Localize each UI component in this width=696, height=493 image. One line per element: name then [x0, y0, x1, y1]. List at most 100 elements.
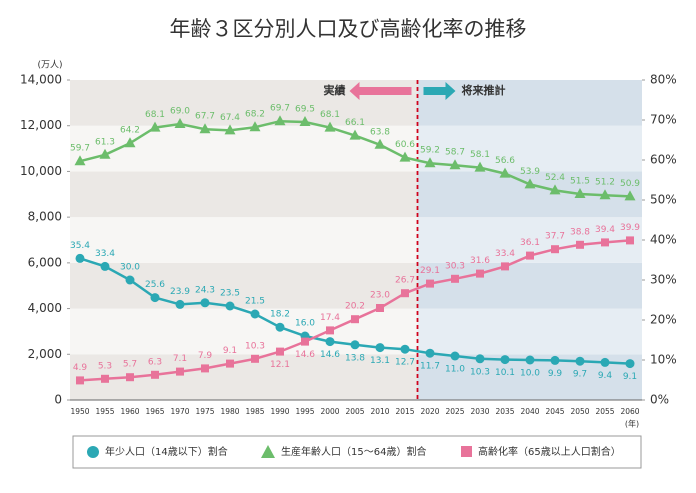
value-label: 25.6 [145, 280, 165, 290]
point [526, 251, 534, 260]
band [417, 80, 642, 126]
x-tick-label: 1970 [170, 407, 189, 416]
x-tick-label: 2050 [570, 407, 589, 416]
value-label: 18.2 [270, 310, 290, 320]
value-label: 69.7 [270, 104, 290, 114]
band [70, 80, 418, 126]
point [500, 355, 510, 365]
band [70, 125, 418, 172]
point [524, 178, 536, 189]
point [426, 279, 434, 288]
point [150, 293, 160, 303]
point [325, 337, 335, 347]
x-tick-label: 1955 [95, 407, 114, 416]
point [99, 148, 111, 159]
legend-label: 高齢化率（65歳以上人口割合） [478, 445, 621, 458]
value-label: 9.4 [598, 371, 613, 381]
point [474, 161, 486, 172]
value-label: 58.7 [445, 148, 465, 158]
x-tick-label: 1990 [270, 407, 289, 416]
legend-marker [261, 445, 275, 458]
value-label: 30.3 [445, 261, 465, 271]
value-label: 61.3 [95, 137, 115, 147]
value-label: 5.3 [98, 361, 112, 371]
point [74, 155, 86, 166]
value-label: 23.5 [220, 289, 240, 299]
x-tick-label: 2030 [470, 407, 489, 416]
y-tick-label: 14,000 [20, 73, 62, 87]
value-label: 9.7 [573, 370, 587, 380]
point [451, 274, 459, 283]
x-tick-label: 1975 [195, 407, 214, 416]
point [424, 157, 436, 168]
value-label: 10.0 [520, 369, 540, 379]
value-label: 7.9 [198, 351, 213, 361]
x-tick-label: 2000 [320, 407, 339, 416]
point [101, 374, 109, 383]
value-label: 68.2 [245, 110, 265, 120]
band [417, 262, 642, 309]
point [624, 190, 636, 201]
value-label: 12.1 [270, 360, 290, 370]
x-tick-label: 2025 [445, 407, 464, 416]
value-label: 67.7 [195, 112, 215, 122]
band [70, 171, 418, 218]
value-label: 26.7 [395, 276, 415, 286]
value-label: 17.4 [320, 313, 340, 323]
point [251, 354, 259, 363]
value-label: 36.1 [520, 238, 540, 248]
value-label: 37.7 [545, 232, 565, 242]
annotation: 実績 [324, 83, 346, 97]
legend-label: 生産年齢人口（15～64歳）割合 [281, 445, 426, 458]
value-label: 59.2 [420, 146, 440, 156]
x-axis-unit: (年) [625, 419, 639, 429]
point [274, 115, 286, 126]
point [449, 159, 461, 170]
y2-tick-label: 30% [650, 273, 677, 287]
value-label: 66.1 [345, 118, 365, 128]
point [201, 364, 209, 373]
point [450, 351, 460, 361]
value-label: 16.0 [295, 319, 315, 329]
y2-tick-label: 80% [650, 73, 677, 87]
value-label: 11.7 [420, 362, 440, 372]
point [250, 309, 260, 319]
value-label: 69.5 [295, 105, 315, 115]
legend-marker [87, 446, 99, 458]
value-label: 51.5 [570, 177, 590, 187]
value-label: 51.2 [595, 178, 615, 188]
value-label: 5.7 [123, 360, 137, 370]
x-tick-label: 2035 [495, 407, 514, 416]
point [149, 121, 161, 132]
point [176, 367, 184, 376]
point [575, 356, 585, 366]
point [600, 357, 610, 367]
point [174, 118, 186, 128]
x-tick-label: 1950 [70, 407, 89, 416]
x-tick-label: 1985 [245, 407, 264, 416]
y2-tick-label: 60% [650, 153, 677, 167]
value-label: 38.8 [570, 227, 590, 237]
x-tick-label: 2010 [370, 407, 389, 416]
value-label: 13.8 [345, 353, 365, 363]
value-label: 68.1 [320, 110, 340, 120]
point [124, 137, 136, 148]
value-label: 20.2 [345, 302, 365, 312]
value-label: 33.4 [95, 249, 115, 259]
x-tick-label: 2005 [345, 407, 364, 416]
value-label: 13.1 [370, 356, 390, 366]
x-tick-label: 2020 [420, 407, 439, 416]
x-tick-label: 1995 [295, 407, 314, 416]
point [175, 299, 185, 309]
y2-tick-label: 10% [650, 353, 677, 367]
value-label: 23.9 [170, 287, 190, 297]
point [476, 269, 484, 278]
value-label: 12.7 [395, 358, 415, 368]
point [374, 138, 386, 149]
point [626, 236, 634, 245]
point [326, 326, 334, 335]
value-label: 64.2 [120, 126, 140, 136]
point [301, 337, 309, 346]
band [417, 308, 642, 355]
